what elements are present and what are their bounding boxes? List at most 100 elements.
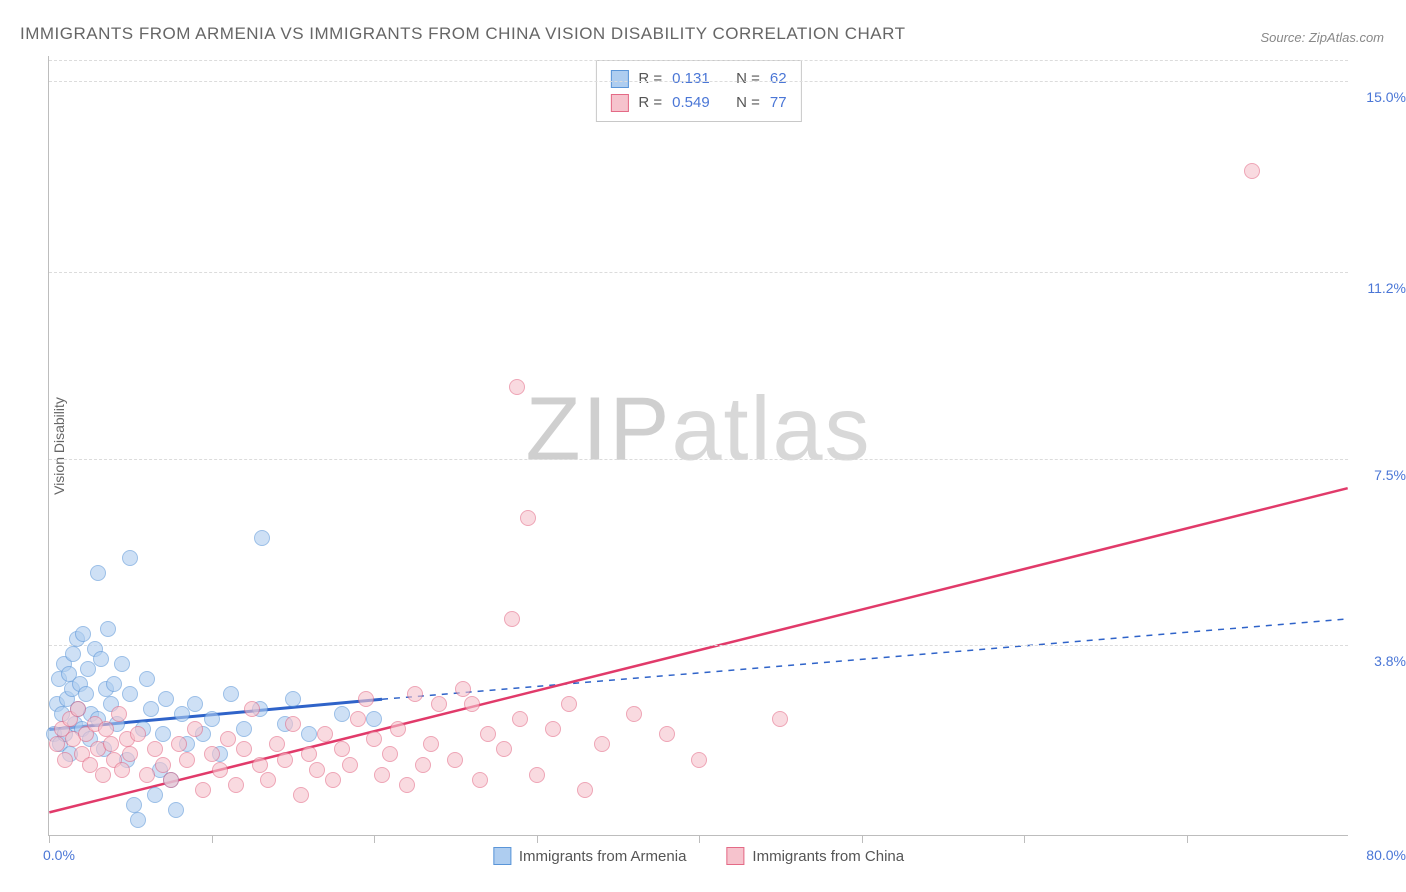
data-point-china [464, 696, 480, 712]
y-tick-label: 7.5% [1374, 467, 1406, 483]
data-point-china [98, 721, 114, 737]
x-tick [862, 835, 863, 843]
data-point-china [447, 752, 463, 768]
data-point-china [545, 721, 561, 737]
data-point-china [496, 741, 512, 757]
data-point-armenia [90, 565, 106, 581]
stat-n-value-china: 77 [770, 91, 787, 115]
data-point-armenia [158, 691, 174, 707]
source-attribution: Source: ZipAtlas.com [1260, 30, 1384, 45]
x-tick [1187, 835, 1188, 843]
data-point-armenia [168, 802, 184, 818]
data-point-china [187, 721, 203, 737]
x-tick [1024, 835, 1025, 843]
data-point-china [455, 681, 471, 697]
x-tick [699, 835, 700, 843]
data-point-china [390, 721, 406, 737]
stat-r-value-armenia: 0.131 [672, 67, 726, 91]
data-point-china [504, 611, 520, 627]
data-point-armenia [285, 691, 301, 707]
data-point-china [260, 772, 276, 788]
data-point-armenia [204, 711, 220, 727]
data-point-china [103, 736, 119, 752]
data-point-china [309, 762, 325, 778]
data-point-armenia [301, 726, 317, 742]
data-point-china [163, 772, 179, 788]
swatch-china [610, 94, 628, 112]
data-point-china [95, 767, 111, 783]
data-point-china [659, 726, 675, 742]
data-point-armenia [147, 787, 163, 803]
y-tick-label: 11.2% [1367, 280, 1406, 296]
data-point-china [111, 706, 127, 722]
data-point-china [772, 711, 788, 727]
x-axis-min-label: 0.0% [43, 847, 75, 863]
data-point-armenia [122, 550, 138, 566]
data-point-china [179, 752, 195, 768]
legend-swatch-armenia [493, 847, 511, 865]
data-point-armenia [106, 676, 122, 692]
data-point-china [236, 741, 252, 757]
data-point-china [561, 696, 577, 712]
y-tick-label: 15.0% [1366, 89, 1406, 105]
data-point-china [301, 746, 317, 762]
data-point-china [147, 741, 163, 757]
legend-item-armenia: Immigrants from Armenia [493, 847, 687, 865]
stat-r-label: R = [638, 91, 662, 115]
data-point-china [399, 777, 415, 793]
data-point-china [374, 767, 390, 783]
watermark-zip: ZIP [525, 379, 671, 479]
trend-lines-layer [49, 56, 1348, 835]
gridline-h [49, 272, 1348, 273]
data-point-armenia [93, 651, 109, 667]
data-point-armenia [75, 626, 91, 642]
swatch-armenia [610, 70, 628, 88]
data-point-armenia [155, 726, 171, 742]
data-point-armenia [223, 686, 239, 702]
data-point-china [472, 772, 488, 788]
legend: Immigrants from Armenia Immigrants from C… [493, 847, 904, 865]
chart-title: IMMIGRANTS FROM ARMENIA VS IMMIGRANTS FR… [20, 24, 905, 44]
data-point-armenia [139, 671, 155, 687]
data-point-china [155, 757, 171, 773]
data-point-china [130, 726, 146, 742]
legend-item-china: Immigrants from China [726, 847, 904, 865]
data-point-armenia [254, 530, 270, 546]
watermark: ZIPatlas [525, 378, 871, 481]
data-point-china [277, 752, 293, 768]
legend-label-china: Immigrants from China [752, 848, 904, 865]
data-point-china [139, 767, 155, 783]
x-axis-max-label: 80.0% [1366, 847, 1406, 863]
data-point-armenia [366, 711, 382, 727]
x-tick [374, 835, 375, 843]
data-point-china [49, 736, 65, 752]
data-point-china [350, 711, 366, 727]
data-point-china [114, 762, 130, 778]
stat-r-label: R = [638, 67, 662, 91]
data-point-china [431, 696, 447, 712]
x-tick [537, 835, 538, 843]
data-point-armenia [114, 656, 130, 672]
data-point-armenia [122, 686, 138, 702]
data-point-china [1244, 163, 1260, 179]
data-point-china [415, 757, 431, 773]
stat-r-value-china: 0.549 [672, 91, 726, 115]
data-point-armenia [126, 797, 142, 813]
watermark-atlas: atlas [671, 379, 871, 479]
data-point-china [529, 767, 545, 783]
data-point-china [317, 726, 333, 742]
data-point-armenia [334, 706, 350, 722]
gridline-h [49, 645, 1348, 646]
data-point-china [195, 782, 211, 798]
data-point-armenia [143, 701, 159, 717]
data-point-armenia [187, 696, 203, 712]
data-point-china [325, 772, 341, 788]
data-point-china [171, 736, 187, 752]
correlation-stats-box: R =0.131N =62R =0.549N =77 [595, 60, 801, 122]
data-point-china [366, 731, 382, 747]
data-point-armenia [65, 646, 81, 662]
stats-row-china: R =0.549N =77 [610, 91, 786, 115]
data-point-china [285, 716, 301, 732]
legend-swatch-china [726, 847, 744, 865]
data-point-china [220, 731, 236, 747]
